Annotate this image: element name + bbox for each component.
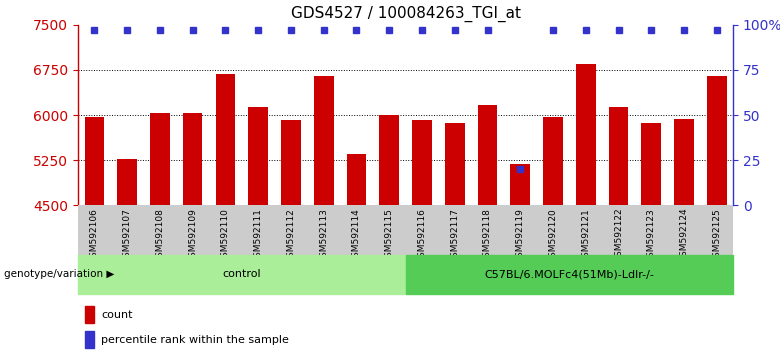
Bar bbox=[543, 118, 563, 205]
Bar bbox=[445, 124, 465, 205]
Text: GSM592119: GSM592119 bbox=[516, 208, 525, 263]
Text: GSM592121: GSM592121 bbox=[581, 208, 590, 263]
Bar bbox=[84, 306, 94, 323]
Bar bbox=[150, 113, 170, 205]
Bar bbox=[510, 164, 530, 205]
Bar bbox=[183, 113, 203, 205]
Text: GSM592125: GSM592125 bbox=[712, 208, 722, 263]
Text: GSM592110: GSM592110 bbox=[221, 208, 230, 263]
Text: GSM592112: GSM592112 bbox=[286, 208, 296, 263]
Text: GSM592113: GSM592113 bbox=[319, 208, 328, 263]
Bar bbox=[346, 154, 367, 205]
Bar bbox=[84, 331, 94, 348]
Bar bbox=[674, 119, 694, 205]
Title: GDS4527 / 100084263_TGI_at: GDS4527 / 100084263_TGI_at bbox=[291, 6, 520, 22]
Bar bbox=[248, 107, 268, 205]
Bar bbox=[78, 255, 406, 294]
Bar bbox=[412, 120, 432, 205]
Bar bbox=[379, 115, 399, 205]
Bar bbox=[477, 105, 498, 205]
Text: GSM592122: GSM592122 bbox=[614, 208, 623, 262]
Bar bbox=[576, 64, 596, 205]
Text: GSM592117: GSM592117 bbox=[450, 208, 459, 263]
Text: GSM592123: GSM592123 bbox=[647, 208, 656, 263]
Text: control: control bbox=[222, 269, 261, 279]
Text: GSM592108: GSM592108 bbox=[155, 208, 165, 263]
Bar bbox=[641, 123, 661, 205]
Text: GSM592114: GSM592114 bbox=[352, 208, 361, 263]
Bar bbox=[281, 120, 301, 205]
Text: GSM592115: GSM592115 bbox=[385, 208, 394, 263]
Bar bbox=[314, 76, 334, 205]
Text: GSM592107: GSM592107 bbox=[122, 208, 132, 263]
Text: genotype/variation ▶: genotype/variation ▶ bbox=[4, 269, 115, 279]
Text: GSM592106: GSM592106 bbox=[90, 208, 99, 263]
Text: C57BL/6.MOLFc4(51Mb)-Ldlr-/-: C57BL/6.MOLFc4(51Mb)-Ldlr-/- bbox=[484, 269, 654, 279]
Text: percentile rank within the sample: percentile rank within the sample bbox=[101, 335, 289, 344]
Bar bbox=[608, 107, 629, 205]
Text: GSM592116: GSM592116 bbox=[417, 208, 427, 263]
Text: GSM592109: GSM592109 bbox=[188, 208, 197, 263]
Text: GSM592124: GSM592124 bbox=[679, 208, 689, 262]
Text: GSM592111: GSM592111 bbox=[254, 208, 263, 263]
Text: count: count bbox=[101, 310, 133, 320]
Bar bbox=[84, 117, 105, 205]
Bar bbox=[117, 159, 137, 205]
Bar bbox=[707, 76, 727, 205]
Bar bbox=[215, 74, 236, 205]
Text: GSM592118: GSM592118 bbox=[483, 208, 492, 263]
Text: GSM592120: GSM592120 bbox=[548, 208, 558, 263]
Bar bbox=[406, 255, 733, 294]
